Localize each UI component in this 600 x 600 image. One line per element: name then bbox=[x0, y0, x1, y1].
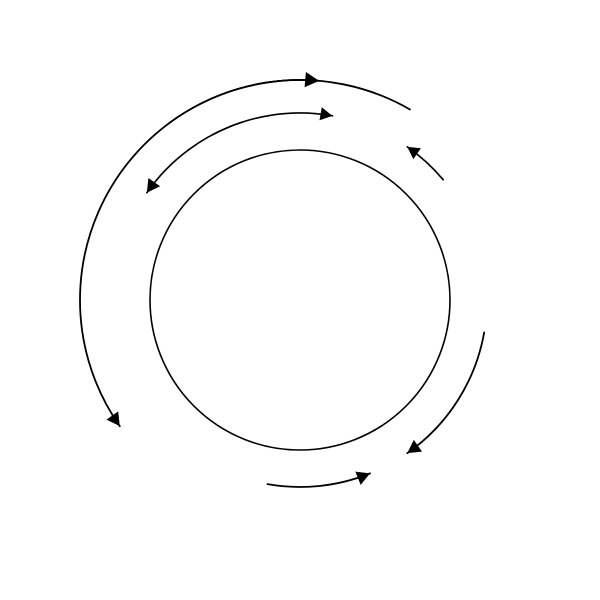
arc-mid-topleft-ccw bbox=[147, 122, 242, 193]
arc-mid-bottom-ccw bbox=[268, 473, 371, 487]
arrowhead bbox=[147, 178, 160, 193]
arc-outer-bottom-ccw bbox=[80, 80, 410, 426]
arrowhead bbox=[407, 147, 421, 159]
circular-arrows-diagram bbox=[0, 0, 600, 600]
inner-ring bbox=[150, 150, 450, 450]
arrowhead bbox=[407, 440, 422, 453]
arrowhead bbox=[106, 411, 119, 426]
arc-mid-top-cw bbox=[212, 113, 332, 135]
arrowhead bbox=[320, 107, 333, 120]
